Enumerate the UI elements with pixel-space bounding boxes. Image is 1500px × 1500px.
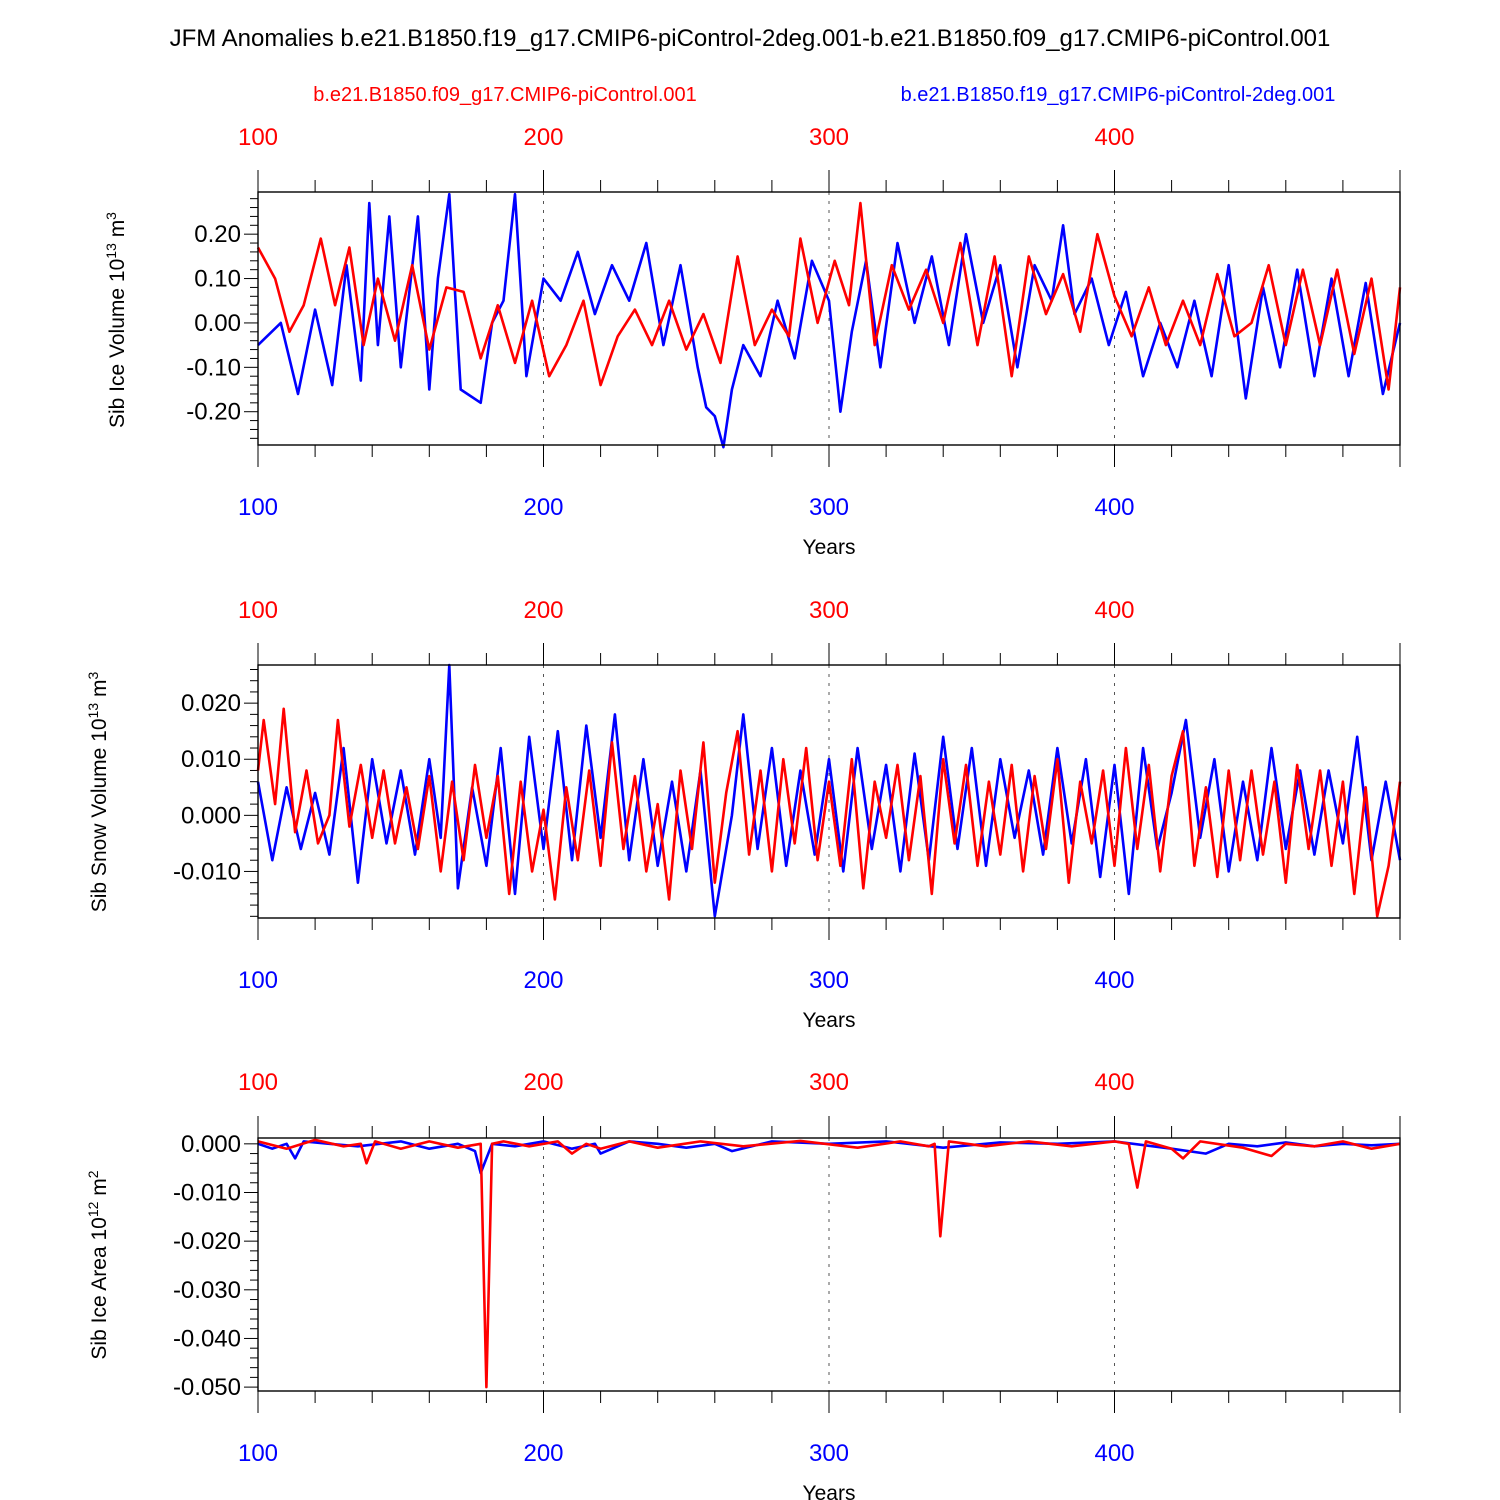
x-tick-label-top: 100 <box>238 1069 278 1096</box>
x-tick-label-bottom: 200 <box>523 1440 563 1467</box>
x-tick-label-bottom: 200 <box>523 967 563 994</box>
y-tick-label: 0.020 <box>181 690 241 717</box>
x-axis-label: Years <box>803 1482 856 1500</box>
y-tick-label: 0.20 <box>194 221 241 248</box>
plot-frame <box>257 664 1401 919</box>
series-line-blue <box>257 1140 1401 1175</box>
y-tick-label: -0.020 <box>173 1228 241 1255</box>
y-tick-label: -0.10 <box>186 354 241 381</box>
x-axis-label: Years <box>803 1009 856 1032</box>
plot-frame <box>257 191 1401 446</box>
y-axis-label: Sib Snow Volume 1013 m3 <box>85 672 111 913</box>
x-tick-label-top: 400 <box>1094 124 1134 151</box>
x-tick-label-bottom: 400 <box>1094 494 1134 521</box>
x-tick-label-top: 100 <box>238 124 278 151</box>
y-tick-label: -0.040 <box>173 1325 241 1352</box>
x-tick-label-top: 400 <box>1094 1069 1134 1096</box>
x-tick-label-bottom: 100 <box>238 494 278 521</box>
legend-red-series: b.e21.B1850.f09_g17.CMIP6-piControl.001 <box>313 84 697 106</box>
x-tick-label-bottom: 300 <box>809 1440 849 1467</box>
y-axis-label-superscript: 13 <box>103 243 119 259</box>
y-tick-label: 0.010 <box>181 746 241 773</box>
y-axis-label-superscript: 12 <box>85 1201 101 1217</box>
y-axis-label-part: m <box>88 1178 111 1201</box>
y-axis-label: Sib Ice Area 1012 m2 <box>85 1170 111 1359</box>
y-axis-label-part: m <box>88 680 111 703</box>
x-tick-label-bottom: 200 <box>523 494 563 521</box>
y-axis-label-superscript: 3 <box>103 212 119 220</box>
x-tick-label-bottom: 300 <box>809 494 849 521</box>
y-axis-label-part: m <box>106 220 129 243</box>
y-tick-label: -0.010 <box>173 1179 241 1206</box>
y-tick-label: -0.20 <box>186 399 241 426</box>
y-axis-label-superscript: 3 <box>85 672 101 680</box>
x-tick-label-top: 300 <box>809 1069 849 1096</box>
y-axis-label-superscript: 2 <box>85 1170 101 1178</box>
panel-3: 0.000 -0.010 -0.020 -0.030 -0.040 -0.050 100 10… <box>85 1069 1401 1500</box>
y-axis-label-part: Sib Snow Volume 10 <box>88 718 111 912</box>
y-tick-label: -0.010 <box>173 858 241 885</box>
y-axis-label-superscript: 13 <box>85 703 101 719</box>
y-axis-label: Sib Ice Volume 1013 m3 <box>103 212 129 428</box>
panel-1: 0.20 0.10 0.00 -0.10 -0.20 100 100 200 200 300 300… <box>103 124 1402 559</box>
x-tick-label-bottom: 300 <box>809 967 849 994</box>
x-axis-label: Years <box>803 536 856 559</box>
x-tick-label-bottom: 100 <box>238 967 278 994</box>
y-axis-label-part: Sib Ice Volume 10 <box>106 259 129 428</box>
x-tick-label-bottom: 400 <box>1094 1440 1134 1467</box>
y-axis-label-part: Sib Ice Area 10 <box>88 1217 111 1359</box>
x-tick-label-bottom: 400 <box>1094 967 1134 994</box>
x-tick-label-top: 100 <box>238 597 278 624</box>
y-tick-label: 0.10 <box>194 266 241 293</box>
y-tick-label: 0.00 <box>194 310 241 337</box>
series-line-red <box>256 201 1402 391</box>
plot-frame <box>257 1137 1401 1392</box>
x-tick-label-top: 300 <box>809 124 849 151</box>
y-tick-label: -0.050 <box>173 1374 241 1401</box>
x-tick-label-top: 200 <box>523 597 563 624</box>
series-line-blue <box>256 663 1402 918</box>
y-tick-label: -0.030 <box>173 1277 241 1304</box>
x-tick-label-top: 400 <box>1094 597 1134 624</box>
x-tick-label-bottom: 100 <box>238 1440 278 1467</box>
panel-2: 0.020 0.010 0.000 -0.010 100 100 200 200 300 300 4… <box>85 597 1402 1032</box>
y-tick-label: 0.000 <box>181 802 241 829</box>
x-tick-label-top: 200 <box>523 1069 563 1096</box>
x-tick-label-top: 300 <box>809 597 849 624</box>
chart-title: JFM Anomalies b.e21.B1850.f19_g17.CMIP6-… <box>170 25 1331 52</box>
series-line-red <box>256 707 1402 918</box>
x-tick-label-top: 200 <box>523 124 563 151</box>
series-line-red <box>257 1138 1401 1389</box>
y-tick-label: 0.000 <box>181 1131 241 1158</box>
legend-blue-series: b.e21.B1850.f19_g17.CMIP6-piControl-2deg… <box>901 84 1336 106</box>
